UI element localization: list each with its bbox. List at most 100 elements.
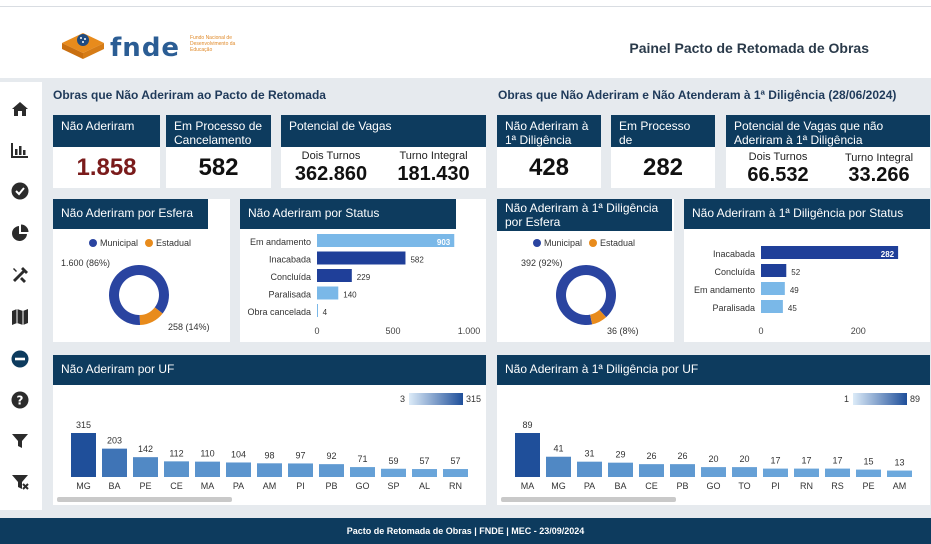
scale-min-label: 1 bbox=[844, 394, 849, 404]
uf-bar bbox=[794, 468, 819, 477]
clear-filter-icon[interactable] bbox=[9, 471, 31, 493]
turno-integral-value: 33.266 bbox=[848, 164, 910, 186]
chart-status-right: Inacabada 282 Concluída 52 Em andamento 49 Par… bbox=[694, 246, 899, 336]
uf-category-label: RS bbox=[831, 481, 844, 491]
uf-value-label: 315 bbox=[76, 420, 91, 430]
uf-category-label: MG bbox=[76, 481, 91, 491]
pie-chart-icon[interactable] bbox=[9, 222, 31, 244]
uf-value-label: 203 bbox=[107, 436, 122, 446]
kpi-value: 1.858 bbox=[76, 154, 137, 181]
uf-category-label: PB bbox=[325, 481, 337, 491]
slice-estadual bbox=[139, 307, 163, 325]
uf-value-label: 142 bbox=[138, 444, 153, 454]
uf-value-label: 92 bbox=[326, 451, 336, 461]
uf-bar bbox=[226, 462, 251, 477]
panel-uf-left: Não Aderiram por UF 3 315 315 MG 203 BA 142 PE 1… bbox=[53, 355, 486, 505]
uf-bar bbox=[608, 462, 633, 477]
minus-circle-icon[interactable] bbox=[9, 348, 31, 370]
kpi-label: Em Processo de Cancelamento bbox=[166, 115, 271, 147]
dois-turnos-value: 66.532 bbox=[747, 164, 809, 186]
map-icon[interactable] bbox=[9, 306, 31, 328]
dois-turnos-value: 362.860 bbox=[294, 163, 368, 185]
uf-value-label: 31 bbox=[584, 449, 594, 459]
tools-icon[interactable] bbox=[9, 264, 31, 286]
status-bar bbox=[317, 304, 318, 317]
uf-bar bbox=[257, 463, 282, 477]
panel-title: Não Aderiram à 1ª Diligência por Status bbox=[684, 199, 930, 229]
chart-status-left: Em andamento 903 Inacabada 582 Concluída 229 P… bbox=[247, 234, 481, 336]
chart-esfera-left: Municipal Estadual 1.600 (86%) 258 (14%) bbox=[61, 238, 210, 332]
uf-category-label: TO bbox=[738, 481, 750, 491]
panel-esfera-left: Municipal Estadual 1.600 (86%) 258 (14%) Nã… bbox=[53, 199, 230, 342]
dois-turnos-label: Dois Turnos bbox=[748, 151, 808, 163]
kpi-nao-aderiram: Não Aderiram 1.858 bbox=[53, 115, 160, 188]
uf-value-label: 112 bbox=[169, 448, 183, 458]
uf-bar bbox=[133, 457, 158, 477]
status-category-label: Concluída bbox=[714, 267, 755, 277]
slice-estadual bbox=[590, 309, 607, 325]
top-strip bbox=[0, 0, 931, 6]
uf-bar bbox=[350, 467, 375, 477]
uf-value-label: 13 bbox=[894, 458, 904, 468]
status-value-label: 282 bbox=[881, 250, 895, 259]
status-bar bbox=[317, 251, 406, 265]
bar-chart-icon[interactable] bbox=[9, 139, 31, 161]
status-value-label: 140 bbox=[343, 291, 357, 300]
filter-icon[interactable] bbox=[9, 430, 31, 452]
svg-text:?: ? bbox=[17, 394, 24, 408]
help-icon[interactable]: ? bbox=[9, 389, 31, 411]
scale-max-label: 89 bbox=[910, 394, 920, 404]
status-bar bbox=[317, 286, 339, 300]
uf-bar bbox=[319, 464, 344, 477]
brand-name: fnde bbox=[110, 33, 181, 63]
uf-value-label: 15 bbox=[863, 457, 873, 467]
horizontal-scrollbar bbox=[501, 497, 676, 502]
brand-subtitle: Fundo Nacional de Desenvolvimento da Edu… bbox=[190, 35, 236, 53]
panel-uf-right: Não Aderiram à 1ª Diligência por UF 1 89 8… bbox=[497, 355, 930, 505]
uf-bar bbox=[546, 456, 571, 477]
uf-value-label: 97 bbox=[295, 450, 305, 460]
kpi-em-processo: Em Processo de Cancelamento 582 bbox=[166, 115, 271, 188]
status-tick-label: 1.000 bbox=[458, 326, 481, 336]
kpi-value: 282 bbox=[642, 154, 684, 181]
uf-bar bbox=[288, 463, 313, 477]
turno-integral-label: Turno Integral bbox=[844, 152, 914, 164]
uf-value-label: 57 bbox=[450, 456, 460, 466]
dois-turnos-label: Dois Turnos bbox=[301, 150, 361, 162]
uf-value-label: 26 bbox=[677, 451, 687, 461]
status-tick-label: 0 bbox=[314, 326, 319, 336]
label-municipal: 392 (92%) bbox=[521, 258, 563, 268]
uf-category-label: CE bbox=[170, 481, 183, 491]
check-circle-icon[interactable] bbox=[9, 180, 31, 202]
panel-title: Não Aderiram à 1ª Diligência por Esfera bbox=[497, 199, 672, 231]
status-value-label: 903 bbox=[437, 238, 451, 247]
label-municipal: 1.600 (86%) bbox=[61, 258, 110, 268]
status-value-label: 45 bbox=[788, 304, 797, 313]
scale-gradient-bar bbox=[853, 393, 907, 405]
legend-municipal: Municipal bbox=[544, 238, 582, 248]
legend-estadual: Estadual bbox=[156, 238, 191, 248]
panel-title: Não Aderiram à 1ª Diligência por UF bbox=[497, 355, 930, 385]
uf-value-label: 89 bbox=[522, 420, 532, 430]
uf-category-label: MA bbox=[201, 481, 215, 491]
uf-value-label: 59 bbox=[388, 456, 398, 466]
turno-integral-label: Turno Integral bbox=[399, 150, 468, 162]
uf-category-label: BA bbox=[614, 481, 626, 491]
legend-estadual: Estadual bbox=[600, 238, 635, 248]
uf-value-label: 104 bbox=[231, 449, 246, 459]
panel-title: Não Aderiram por Esfera bbox=[53, 199, 208, 229]
status-category-label: Paralisada bbox=[268, 290, 311, 300]
home-icon[interactable] bbox=[9, 98, 31, 120]
uf-category-label: BA bbox=[108, 481, 120, 491]
status-category-label: Inacabada bbox=[269, 255, 311, 265]
uf-bar bbox=[515, 433, 540, 477]
kpi-label: Não Aderiram à 1ª Diligência bbox=[497, 115, 601, 147]
uf-category-label: CE bbox=[645, 481, 658, 491]
uf-bar bbox=[825, 468, 850, 477]
uf-bar bbox=[381, 468, 406, 477]
uf-category-label: PA bbox=[584, 481, 595, 491]
kpi-value: 428 bbox=[528, 154, 570, 181]
status-category-label: Paralisada bbox=[712, 303, 755, 313]
uf-bar bbox=[701, 467, 726, 477]
uf-value-label: 17 bbox=[832, 456, 842, 466]
